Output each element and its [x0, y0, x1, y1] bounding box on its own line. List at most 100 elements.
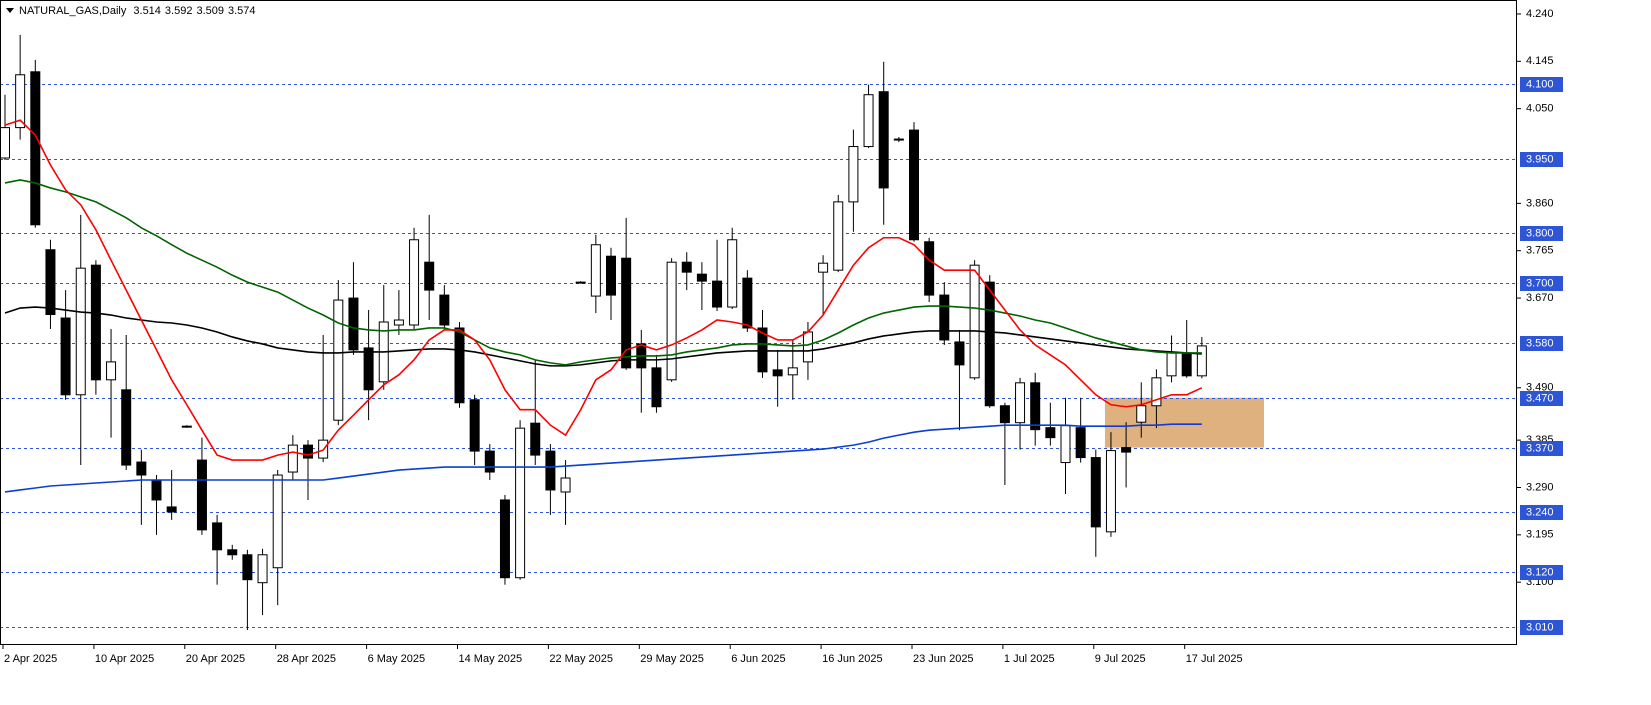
candle-body-down: [424, 261, 435, 291]
candle-body-up: [15, 74, 26, 129]
back-layer: [0, 84, 1517, 628]
candle-body-down: [196, 459, 207, 531]
y-tick-label: 3.860: [1526, 197, 1554, 209]
candle-body-down: [348, 297, 359, 351]
candle-body-down: [954, 341, 965, 366]
candle-body-down: [696, 273, 707, 282]
x-tick-label: 10 Apr 2025: [95, 653, 154, 665]
y-tick-label: 4.145: [1526, 55, 1554, 67]
x-tick-label: 23 Jun 2025: [913, 653, 974, 665]
candle-body-down: [530, 422, 541, 456]
level-label-box: [1520, 77, 1563, 92]
candle-body-down: [924, 241, 935, 296]
candle-body-up: [1166, 352, 1177, 377]
candle-body-up: [863, 94, 874, 148]
candle-body-up: [272, 474, 283, 569]
moving-average: [4, 423, 1202, 493]
y-tick-label: 4.240: [1526, 8, 1554, 20]
level-label: 3.950: [1526, 153, 1554, 165]
candle-body-down: [939, 294, 950, 341]
candle-body-down: [439, 294, 450, 326]
line-layer: [4, 119, 1203, 493]
moving-average: [4, 179, 1202, 366]
candle-body-up: [727, 239, 738, 308]
level-label-box: [1520, 226, 1563, 241]
zone: [1104, 397, 1264, 448]
candle-body-down: [606, 255, 616, 296]
candle-body-down: [1075, 427, 1086, 459]
candle-body-down: [60, 317, 71, 396]
candle-body-up: [590, 244, 601, 297]
candle-body-up: [1060, 425, 1071, 464]
candle-body-up: [833, 201, 844, 271]
candle-body-down: [303, 444, 313, 459]
candle-body-up: [1151, 377, 1162, 407]
x-tick-label: 22 May 2025: [549, 653, 613, 665]
x-tick-label: 6 May 2025: [368, 653, 425, 665]
y-tick-label: 3.670: [1526, 292, 1554, 304]
candle-body-down: [1090, 457, 1101, 528]
x-tick-label: 6 Jun 2025: [731, 653, 785, 665]
candle-body-down: [1045, 427, 1056, 439]
candle-body-up: [257, 554, 268, 584]
level-label: 3.580: [1526, 337, 1554, 349]
candle-body-up: [818, 262, 829, 273]
candle-body-up: [75, 267, 86, 396]
candle-body-down: [454, 327, 465, 404]
candle-body-down: [1121, 447, 1132, 453]
moving-average: [4, 119, 1203, 461]
level-label-box: [1520, 441, 1563, 456]
candle-body-up: [1136, 405, 1147, 423]
candle-body-up: [787, 367, 798, 376]
candle-body-down: [909, 129, 919, 241]
candle-body-down: [469, 399, 480, 452]
candle-body-down: [1030, 382, 1041, 431]
x-tick-label: 1 Jul 2025: [1004, 653, 1055, 665]
x-tick-label: 2 Apr 2025: [4, 653, 57, 665]
candle-body-up: [969, 264, 980, 379]
candle-body-down: [984, 281, 995, 407]
axis-layer: 4.2404.1454.0503.8603.7653.6703.4903.385…: [2, 8, 1563, 665]
candle-body-down: [166, 506, 177, 513]
candle-body-up: [575, 281, 586, 284]
candle-body-down: [242, 554, 253, 581]
x-tick-label: 17 Jul 2025: [1186, 653, 1243, 665]
menu-triangle[interactable]: [6, 8, 14, 13]
chart-header: NATURAL_GAS,Daily 3.514 3.592 3.509 3.574: [19, 5, 256, 17]
candle-body-down: [999, 405, 1010, 424]
level-label-box: [1520, 565, 1563, 580]
candle-body-down: [45, 249, 56, 316]
moving-average: [4, 306, 1202, 367]
candle-body-down: [545, 450, 556, 491]
candle-body-down: [742, 277, 753, 329]
level-label: 3.800: [1526, 227, 1554, 239]
candle-body-up: [1015, 382, 1026, 424]
candle-body-up: [0, 127, 10, 159]
level-label: 3.370: [1526, 442, 1554, 454]
candle-body-up: [802, 331, 813, 363]
candle-body-up: [333, 299, 344, 421]
candle-body-down: [181, 425, 192, 428]
level-label: 3.120: [1526, 566, 1554, 578]
candle-body-down: [151, 479, 162, 501]
candle-body-up: [848, 146, 859, 203]
level-label-box: [1520, 620, 1563, 635]
quote-open: 3.514: [133, 5, 161, 17]
candle-body-down: [878, 91, 889, 189]
x-tick-label: 14 May 2025: [459, 653, 523, 665]
candle-body-down: [121, 389, 132, 466]
candle-body-up: [515, 427, 526, 579]
candle-body-up: [1196, 345, 1207, 377]
level-label-box: [1520, 152, 1563, 167]
y-tick-label: 3.290: [1526, 481, 1554, 493]
x-tick-label: 16 Jun 2025: [822, 653, 883, 665]
candle-body-down: [681, 261, 692, 273]
level-label: 3.470: [1526, 392, 1554, 404]
candle-body-down: [484, 450, 495, 473]
quote-low: 3.509: [196, 5, 224, 17]
candle-body-down: [212, 522, 223, 551]
candle-body-down: [30, 71, 41, 226]
